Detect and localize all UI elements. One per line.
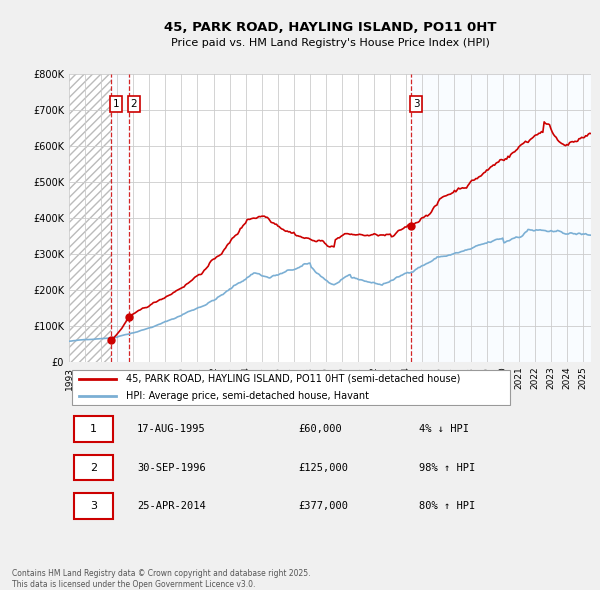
Text: 3: 3 [90, 501, 97, 511]
Text: £377,000: £377,000 [299, 501, 349, 511]
Text: 80% ↑ HPI: 80% ↑ HPI [419, 501, 475, 511]
FancyBboxPatch shape [71, 370, 510, 405]
Text: 3: 3 [413, 99, 419, 109]
FancyBboxPatch shape [74, 416, 113, 442]
Text: 1: 1 [112, 99, 119, 109]
FancyBboxPatch shape [74, 493, 113, 519]
Text: 17-AUG-1995: 17-AUG-1995 [137, 424, 206, 434]
Text: 25-APR-2014: 25-APR-2014 [137, 501, 206, 511]
Text: HPI: Average price, semi-detached house, Havant: HPI: Average price, semi-detached house,… [127, 391, 370, 401]
Text: 98% ↑ HPI: 98% ↑ HPI [419, 463, 475, 473]
Text: 2: 2 [131, 99, 137, 109]
Text: 4% ↓ HPI: 4% ↓ HPI [419, 424, 469, 434]
Text: 1: 1 [90, 424, 97, 434]
Bar [412, 74, 591, 362]
Text: Price paid vs. HM Land Registry's House Price Index (HPI): Price paid vs. HM Land Registry's House … [170, 38, 490, 48]
Bar [111, 74, 129, 362]
Text: 30-SEP-1996: 30-SEP-1996 [137, 463, 206, 473]
Text: 45, PARK ROAD, HAYLING ISLAND, PO11 0HT: 45, PARK ROAD, HAYLING ISLAND, PO11 0HT [164, 21, 496, 34]
FancyBboxPatch shape [74, 455, 113, 480]
Text: £60,000: £60,000 [299, 424, 343, 434]
Text: £125,000: £125,000 [299, 463, 349, 473]
Text: Contains HM Land Registry data © Crown copyright and database right 2025.
This d: Contains HM Land Registry data © Crown c… [12, 569, 311, 589]
Text: 45, PARK ROAD, HAYLING ISLAND, PO11 0HT (semi-detached house): 45, PARK ROAD, HAYLING ISLAND, PO11 0HT … [127, 373, 461, 384]
Text: 2: 2 [90, 463, 97, 473]
